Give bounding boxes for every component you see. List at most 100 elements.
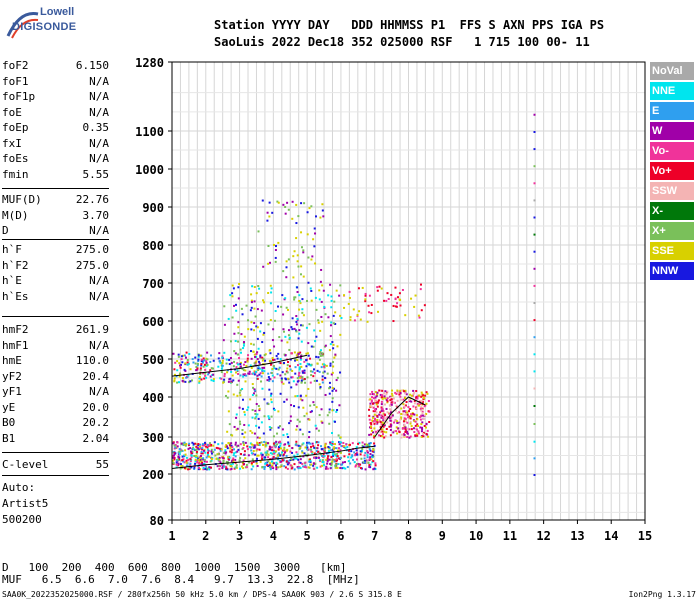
echo-point xyxy=(364,294,367,297)
echo-point xyxy=(301,324,304,327)
echo-point xyxy=(419,407,422,410)
echo-point xyxy=(296,254,299,257)
echo-point xyxy=(228,358,231,361)
echo-point xyxy=(239,457,242,460)
echo-point xyxy=(204,451,207,454)
echo-point xyxy=(321,421,324,424)
parameter-panel: foF2 6.150 foF1 N/A foF1p N/A foE N/A foEp 0.35 fx… xyxy=(2,58,109,182)
echo-point xyxy=(280,460,283,463)
echo-point xyxy=(286,201,289,204)
echo-point xyxy=(187,447,190,450)
echo-point xyxy=(187,444,190,447)
x-tick-label: 7 xyxy=(371,529,378,543)
echo-point xyxy=(315,456,318,459)
echo-point xyxy=(252,392,255,395)
echo-point xyxy=(210,354,213,357)
echo-point xyxy=(311,442,314,445)
echo-point xyxy=(237,340,240,343)
echo-point xyxy=(366,451,369,454)
x-tick-label: 15 xyxy=(638,529,652,543)
echo-point xyxy=(285,454,288,457)
legend-item: X+ xyxy=(650,222,694,240)
echo-point xyxy=(267,323,270,326)
echo-point xyxy=(297,374,300,377)
echo-point xyxy=(341,467,344,470)
echo-point xyxy=(350,450,353,453)
echo-point xyxy=(337,451,340,454)
echo-point xyxy=(244,380,247,383)
echo-point xyxy=(308,323,311,326)
echo-point xyxy=(185,351,188,354)
echo-point xyxy=(205,460,208,463)
echo-point xyxy=(268,215,271,218)
echo-point xyxy=(309,411,312,414)
echo-point xyxy=(176,445,179,448)
echo-point xyxy=(226,396,229,399)
echo-point xyxy=(210,448,213,451)
echo-point xyxy=(364,300,367,303)
echo-point xyxy=(303,465,306,468)
echo-point xyxy=(394,286,397,289)
echo-point xyxy=(204,368,207,371)
echo-point xyxy=(373,413,376,416)
echo-point xyxy=(309,370,312,373)
echo-point xyxy=(386,292,389,295)
echo-point xyxy=(264,441,267,444)
echo-point xyxy=(374,462,377,465)
echo-point xyxy=(257,347,260,350)
echo-point xyxy=(415,390,418,393)
echo-point xyxy=(290,467,293,470)
echo-point xyxy=(251,458,254,461)
echo-point xyxy=(304,446,307,449)
echo-point xyxy=(237,448,240,451)
echo-point xyxy=(379,431,382,434)
echo-point xyxy=(277,201,280,204)
echo-point xyxy=(261,341,264,344)
legend-item: X- xyxy=(650,202,694,220)
param-name: foF2 xyxy=(2,59,29,72)
echo-point xyxy=(353,461,356,464)
echo-point xyxy=(366,320,369,323)
echo-point xyxy=(422,431,425,434)
echo-point xyxy=(286,341,289,344)
echo-point xyxy=(280,379,283,382)
echo-point xyxy=(423,405,426,408)
echo-point xyxy=(312,345,315,348)
echo-point xyxy=(252,444,255,447)
echo-point xyxy=(275,468,278,471)
echo-point xyxy=(306,441,309,444)
echo-point xyxy=(177,353,180,356)
echo-point xyxy=(257,230,260,233)
echo-point xyxy=(383,392,386,395)
echo-point xyxy=(368,443,371,446)
echo-point xyxy=(270,287,273,290)
echo-point xyxy=(375,432,378,435)
echo-point xyxy=(255,403,258,406)
param-value: 3.70 xyxy=(82,208,110,222)
echo-point xyxy=(416,428,419,431)
echo-point xyxy=(298,447,301,450)
param-name: foEs xyxy=(2,152,29,165)
echo-point xyxy=(196,461,199,464)
echo-point xyxy=(334,443,337,446)
echo-point xyxy=(329,283,332,286)
echo-point xyxy=(292,255,295,258)
echo-point xyxy=(295,315,298,318)
echo-point xyxy=(332,322,335,325)
echo-point xyxy=(222,381,225,384)
echo-point xyxy=(425,422,428,425)
echo-point xyxy=(241,448,244,451)
echo-point xyxy=(314,232,317,235)
echo-point xyxy=(204,465,207,468)
echo-point xyxy=(255,394,258,397)
echo-point xyxy=(295,383,298,386)
echo-point xyxy=(349,318,352,321)
echo-point xyxy=(181,455,184,458)
echo-point xyxy=(389,396,392,399)
echo-point xyxy=(265,451,268,454)
echo-point xyxy=(274,256,277,259)
echo-point xyxy=(234,455,237,458)
param-row: hmE 110.0 xyxy=(2,353,109,369)
echo-point xyxy=(304,461,307,464)
echo-point xyxy=(414,434,417,437)
